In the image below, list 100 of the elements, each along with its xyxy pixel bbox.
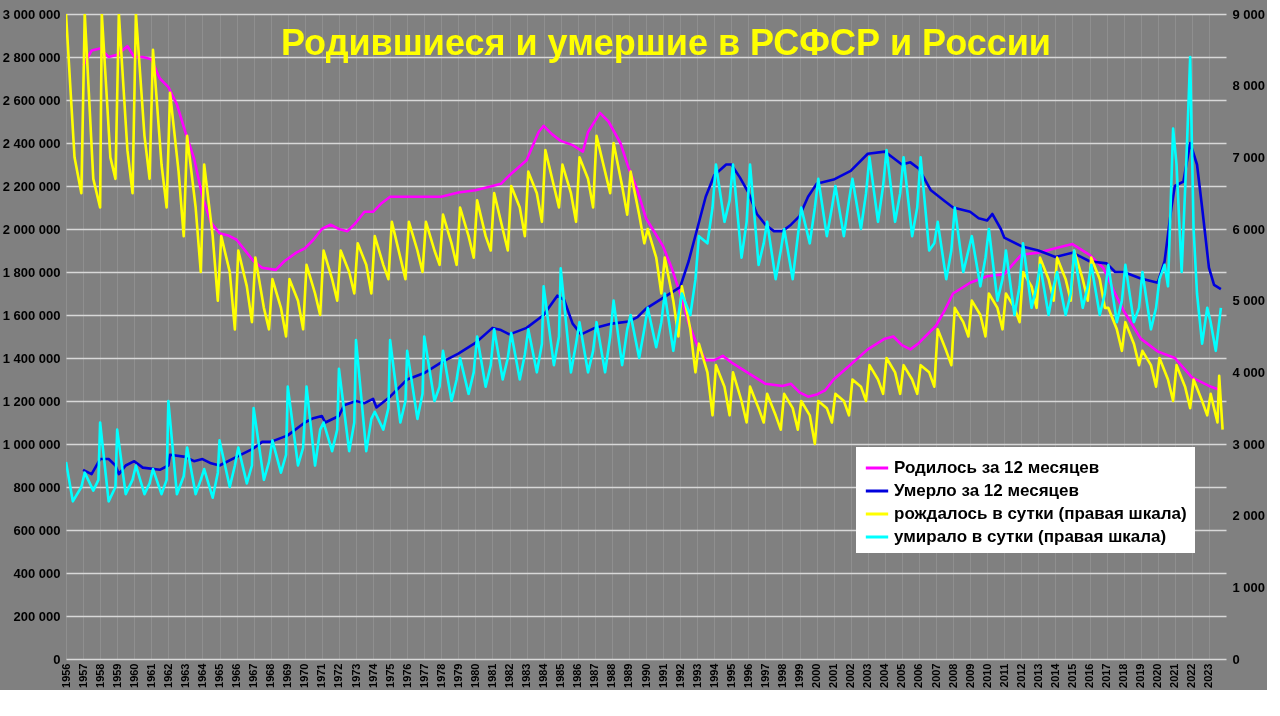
x-tick-label: 1990 — [639, 663, 652, 688]
x-tick-label: 1996 — [741, 663, 754, 688]
x-tick-label: 1988 — [605, 663, 618, 688]
y2-tick-label: 1 000 — [1232, 579, 1266, 595]
x-tick-label: 1989 — [622, 663, 635, 688]
legend-label: Родилось за 12 месяцев — [894, 458, 1100, 477]
x-tick-label: 1978 — [434, 663, 447, 688]
legend-label: рождалось в сутки (правая шкала) — [894, 504, 1187, 523]
y-tick-label: 1 400 000 — [2, 350, 61, 366]
x-tick-label: 1958 — [93, 663, 106, 688]
x-tick-label: 1984 — [537, 662, 550, 688]
y-tick-label: 2 200 000 — [2, 178, 61, 194]
x-tick-label: 1991 — [656, 663, 669, 688]
x-tick-label: 2021 — [1168, 663, 1181, 688]
y2-tick-label: 7 000 — [1232, 149, 1266, 165]
y-tick-label: 2 000 000 — [2, 221, 61, 237]
line-series — [66, 14, 1224, 446]
x-tick-label: 1973 — [349, 663, 362, 688]
x-tick-label: 1983 — [520, 663, 533, 688]
x-tick-label: 2007 — [929, 663, 942, 688]
legend-label: Умерло за 12 месяцев — [894, 481, 1079, 500]
x-tick-label: 1981 — [485, 663, 498, 688]
x-tick-label: 1972 — [332, 663, 345, 688]
x-tick-label: 1997 — [758, 663, 771, 688]
x-tick-label: 2002 — [844, 663, 857, 688]
x-tick-label: 2009 — [963, 663, 976, 688]
y-tick-label: 200 000 — [13, 608, 61, 624]
y-tick-label: 1 200 000 — [2, 393, 61, 409]
x-tick-label: 2001 — [827, 663, 840, 688]
x-tick-label: 1961 — [144, 663, 157, 688]
x-tick-label: 2008 — [946, 663, 959, 688]
y-tick-label: 1 800 000 — [2, 264, 61, 280]
y2-tick-label: 8 000 — [1232, 78, 1266, 94]
x-tick-label: 1975 — [383, 663, 396, 688]
y-tick-label: 0 — [53, 651, 61, 667]
chart-title: Родившиеся и умершие в РСФСР и России — [281, 22, 1051, 63]
y-tick-label: 1 600 000 — [2, 307, 61, 323]
x-tick-label: 1976 — [400, 663, 413, 688]
y-tick-label: 3 000 000 — [2, 6, 61, 22]
x-tick-label: 2020 — [1151, 663, 1164, 688]
x-tick-label: 1960 — [127, 663, 140, 688]
x-tick-label: 1979 — [451, 663, 464, 688]
x-tick-label: 1999 — [793, 663, 806, 688]
x-tick-label: 2022 — [1185, 663, 1198, 688]
x-tick-label: 1986 — [571, 663, 584, 688]
x-tick-label: 2017 — [1100, 663, 1113, 688]
x-tick-label: 1998 — [775, 663, 788, 688]
x-tick-label: 2012 — [1014, 663, 1027, 688]
y-tick-label: 1 000 000 — [2, 436, 61, 452]
x-tick-label: 2004 — [878, 662, 891, 688]
x-tick-label: 1966 — [230, 663, 243, 688]
x-tick-label: 2019 — [1134, 663, 1147, 688]
x-tick-label: 1982 — [503, 663, 516, 688]
x-tick-label: 1980 — [468, 663, 481, 688]
y-tick-label: 2 800 000 — [2, 49, 61, 65]
x-tick-label: 1969 — [281, 663, 294, 688]
x-tick-label: 2013 — [1031, 663, 1044, 688]
x-tick-label: 1995 — [724, 663, 737, 688]
x-tick-label: 1974 — [366, 662, 379, 688]
y-tick-label: 800 000 — [13, 479, 61, 495]
x-tick-label: 2015 — [1065, 663, 1078, 688]
x-tick-label: 2005 — [895, 663, 908, 688]
legend-label: умирало в сутки (правая шкала) — [894, 527, 1167, 546]
x-tick-label: 2016 — [1083, 663, 1096, 688]
x-tick-label: 1964 — [195, 662, 208, 688]
x-tick-label: 1959 — [110, 663, 123, 688]
x-tick-label: 2010 — [980, 663, 993, 688]
y2-tick-label: 6 000 — [1232, 221, 1266, 237]
y2-tick-label: 0 — [1232, 651, 1240, 667]
y-tick-label: 600 000 — [13, 522, 61, 538]
y-tick-label: 400 000 — [13, 565, 61, 581]
x-tick-label: 1967 — [247, 663, 260, 688]
y2-tick-label: 3 000 — [1232, 436, 1266, 452]
x-tick-label: 2011 — [997, 663, 1010, 688]
x-tick-label: 1963 — [178, 663, 191, 688]
x-tick-label: 1962 — [161, 663, 174, 688]
x-tick-label: 1985 — [554, 663, 567, 688]
x-tick-label: 1993 — [690, 663, 703, 688]
x-tick-label: 1977 — [417, 663, 430, 688]
y-tick-label: 2 400 000 — [2, 135, 61, 151]
y-tick-label: 2 600 000 — [2, 92, 61, 108]
y2-tick-label: 4 000 — [1232, 364, 1266, 380]
x-tick-label: 1956 — [59, 663, 72, 688]
x-tick-label: 1965 — [213, 663, 226, 688]
x-tick-label: 2014 — [1048, 662, 1061, 688]
x-tick-label: 2000 — [810, 663, 823, 688]
x-tick-label: 1992 — [673, 663, 686, 688]
x-tick-label: 1971 — [315, 663, 328, 688]
x-tick-label: 1970 — [298, 663, 311, 688]
y2-tick-label: 5 000 — [1232, 293, 1266, 309]
x-tick-label: 1987 — [588, 663, 601, 688]
x-tick-label: 1994 — [707, 662, 720, 688]
x-tick-label: 2023 — [1202, 663, 1215, 688]
y2-tick-label: 9 000 — [1232, 6, 1266, 22]
x-tick-label: 1957 — [76, 663, 89, 688]
x-tick-label: 2018 — [1117, 663, 1130, 688]
y2-tick-label: 2 000 — [1232, 508, 1266, 524]
x-tick-label: 2006 — [912, 663, 925, 688]
x-tick-label: 1968 — [264, 663, 277, 688]
x-tick-label: 2003 — [861, 663, 874, 688]
